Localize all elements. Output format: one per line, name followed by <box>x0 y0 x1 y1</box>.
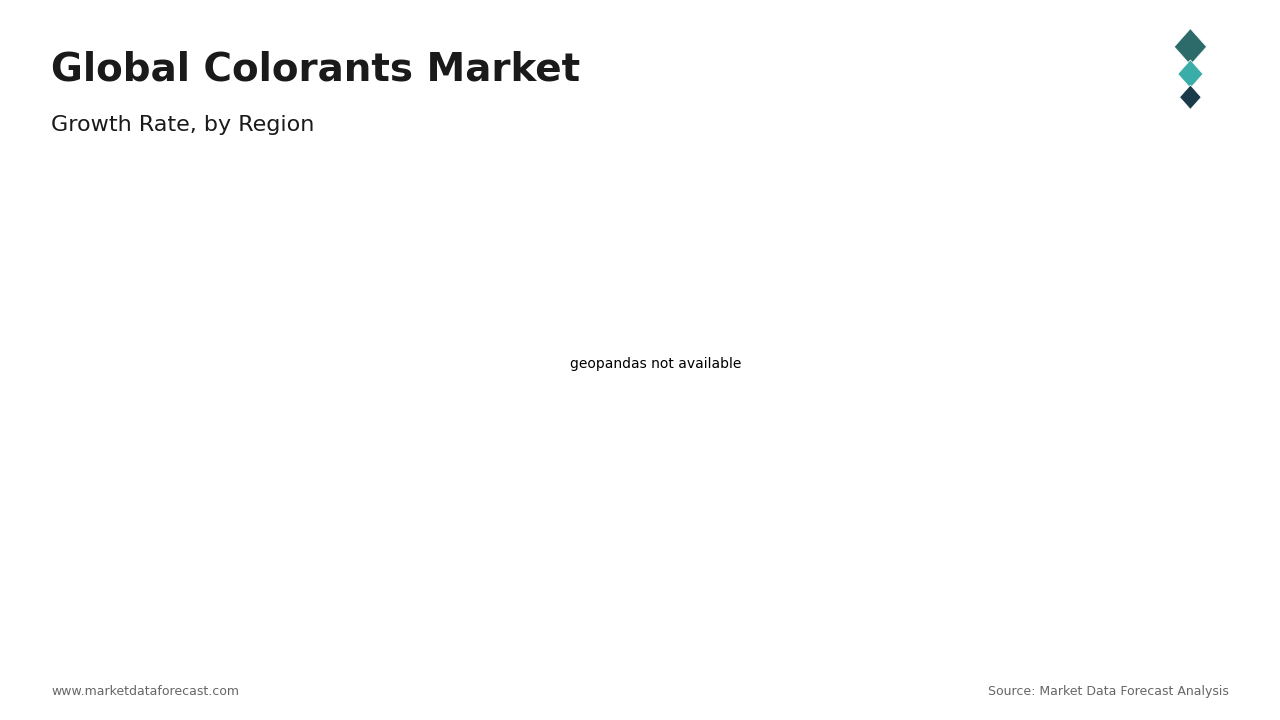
Polygon shape <box>1180 85 1201 109</box>
Text: Global Colorants Market: Global Colorants Market <box>51 50 580 89</box>
Text: www.marketdataforecast.com: www.marketdataforecast.com <box>51 685 239 698</box>
Polygon shape <box>1174 29 1207 65</box>
Text: geopandas not available: geopandas not available <box>571 356 741 371</box>
Text: Source: Market Data Forecast Analysis: Source: Market Data Forecast Analysis <box>988 685 1229 698</box>
Polygon shape <box>1178 60 1203 88</box>
Text: Growth Rate, by Region: Growth Rate, by Region <box>51 115 315 135</box>
